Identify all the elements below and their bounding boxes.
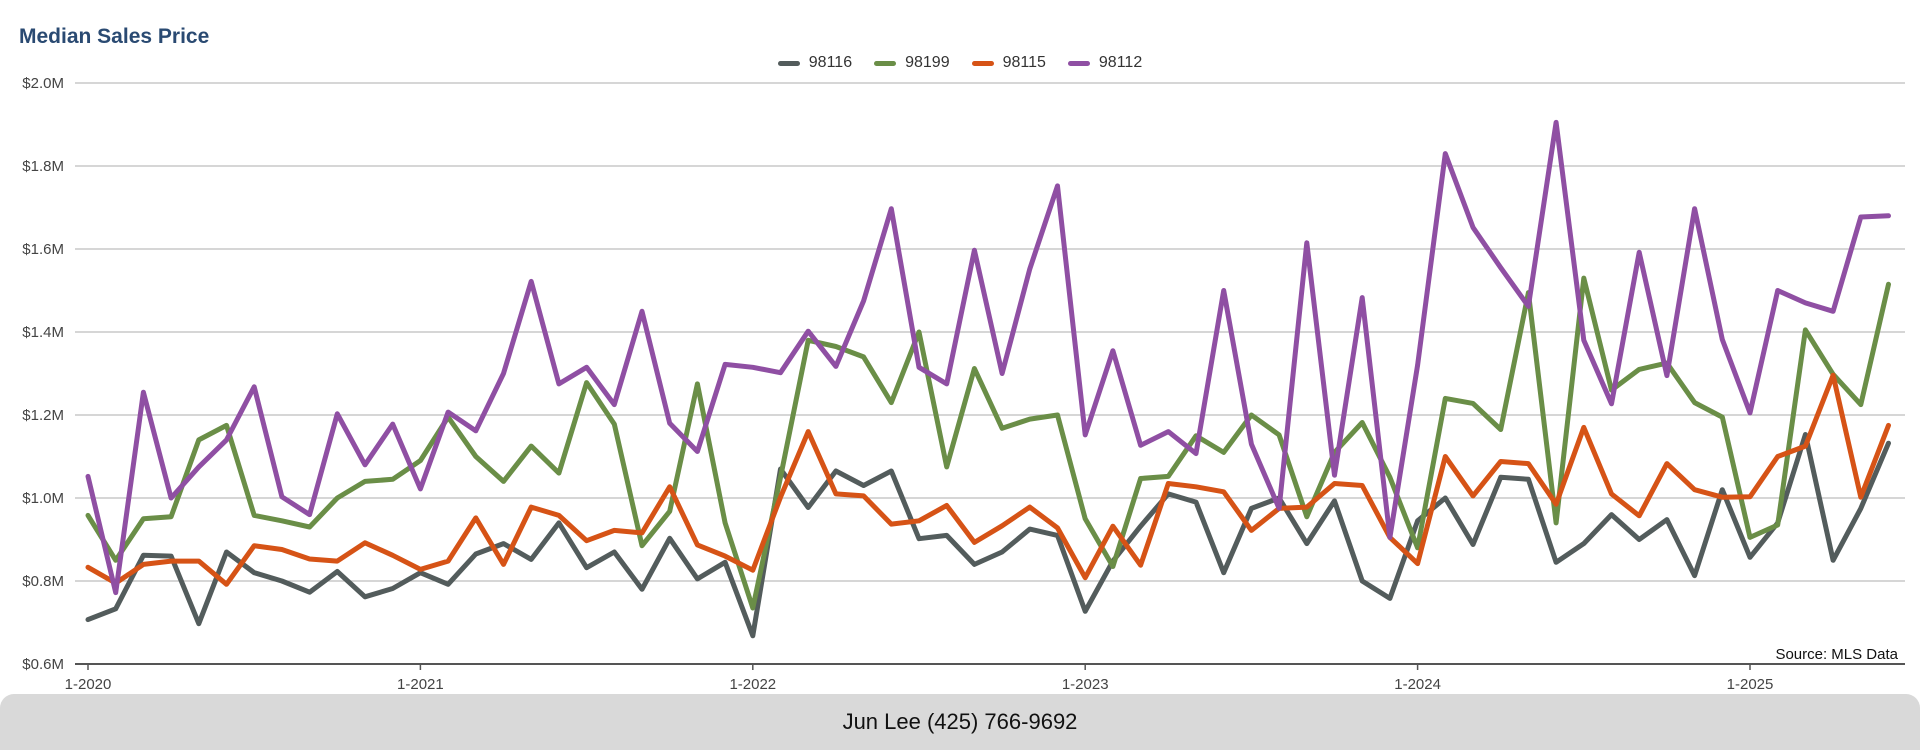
legend-swatch-98199 [874,60,897,66]
legend-item-98112[interactable]: 98112 [1067,54,1143,72]
y-axis-ticks: $0.6M $0.8M $1.0M $1.2M $1.4M $1.6M $1.8M $2.0M [22,75,64,673]
line-chart: $0.6M $0.8M $1.0M $1.2M $1.4M $1.6M $1.8M $2.0M… [22,75,1905,693]
legend-swatch-98115 [971,60,994,66]
legend-swatch-98116 [777,60,800,66]
legend-item-98115[interactable]: 98115 [971,54,1046,72]
chart-legend: 98116 98199 98115 98112 [0,54,1920,72]
y-tick-label: $0.6M [22,656,64,673]
legend-item-98116[interactable]: 98116 [777,54,853,72]
series-line-98116[interactable] [85,432,1891,639]
legend-label-98116: 98116 [808,54,853,71]
y-tick-label: $1.6M [22,241,64,258]
series-line-98112[interactable] [85,119,1891,596]
x-axis-ticks: 1-2020 1-2021 1-2022 1-2023 1-2024 1-2025 [65,664,1774,693]
footer-bar: Jun Lee (425) 766-9692 [0,694,1920,750]
series-line-98199[interactable] [85,275,1891,611]
y-tick-label: $1.2M [22,407,64,424]
x-tick-label: 1-2020 [65,676,112,693]
x-tick-label: 1-2022 [729,676,776,693]
y-tick-label: $0.8M [22,573,64,590]
x-tick-label: 1-2021 [397,676,444,693]
source-annotation: Source: MLS Data [1775,646,1898,663]
legend-swatch-98112 [1067,60,1090,66]
grid-lines [75,82,1905,665]
y-tick-label: $1.0M [22,490,64,507]
legend-label-98199: 98199 [905,54,950,71]
y-tick-label: $1.4M [22,324,64,341]
x-tick-label: 1-2025 [1727,676,1774,693]
x-tick-label: 1-2024 [1394,676,1441,693]
y-tick-label: $1.8M [22,158,64,175]
series-line-98115[interactable] [85,372,1891,587]
legend-label-98115: 98115 [1002,54,1046,71]
footer-contact: Jun Lee (425) 766-9692 [842,709,1078,734]
x-tick-label: 1-2023 [1062,676,1109,693]
legend-item-98199[interactable]: 98199 [874,54,950,72]
series-lines [85,119,1891,639]
y-tick-label: $2.0M [22,75,64,92]
legend-label-98112: 98112 [1098,54,1143,71]
chart-title: Median Sales Price [19,25,210,48]
